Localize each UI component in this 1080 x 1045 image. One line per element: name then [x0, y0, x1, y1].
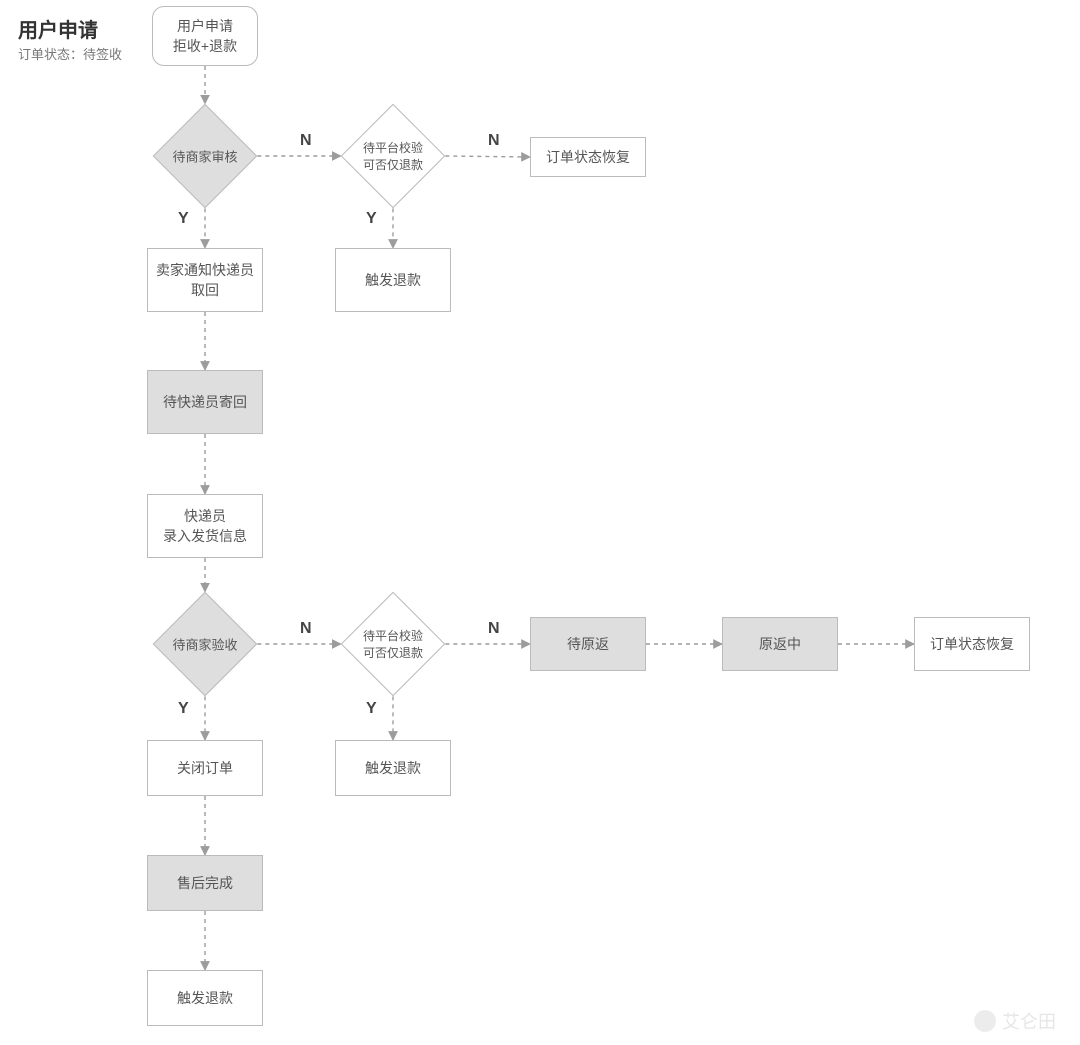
node-label: 用户申请 拒收+退款	[173, 16, 237, 56]
node-label: 原返中	[759, 634, 801, 654]
node-restore2: 订单状态恢复	[914, 617, 1030, 671]
node-label: 待原返	[567, 634, 609, 654]
node-label: 待平台校验 可否仅退款	[343, 627, 443, 661]
node-label: 待平台校验 可否仅退款	[343, 139, 443, 173]
node-label: 触发退款	[365, 270, 421, 290]
edge-label-Y: Y	[366, 700, 377, 718]
node-label: 订单状态恢复	[930, 634, 1014, 654]
edge-label-N: N	[488, 132, 500, 150]
edge-label-N: N	[488, 620, 500, 638]
node-start: 用户申请 拒收+退款	[152, 6, 258, 66]
page-subtitle: 订单状态：待签收	[18, 44, 122, 63]
node-sellerNotify: 卖家通知快递员 取回	[147, 248, 263, 312]
node-afterSale: 售后完成	[147, 855, 263, 911]
node-refund1: 触发退款	[335, 248, 451, 312]
edge-label-Y: Y	[366, 210, 377, 228]
edge-label-Y: Y	[178, 700, 189, 718]
node-d3: 待商家验收	[168, 607, 242, 681]
node-courierEnter: 快递员 录入发货信息	[147, 494, 263, 558]
page-title: 用户申请	[18, 14, 98, 43]
edge-label-Y: Y	[178, 210, 189, 228]
watermark: 艾仑田	[974, 1008, 1056, 1034]
node-restore1: 订单状态恢复	[530, 137, 646, 177]
node-d2: 待平台校验 可否仅退款	[356, 119, 430, 193]
node-label: 快递员 录入发货信息	[163, 506, 247, 546]
node-label: 触发退款	[177, 988, 233, 1008]
node-closeOrder: 关闭订单	[147, 740, 263, 796]
node-label: 待商家审核	[155, 147, 255, 166]
edge	[445, 156, 530, 157]
node-label: 触发退款	[365, 758, 421, 778]
wechat-icon	[974, 1010, 996, 1032]
edge-label-N: N	[300, 132, 312, 150]
node-label: 待快递员寄回	[163, 392, 247, 412]
watermark-text: 艾仑田	[1002, 1008, 1056, 1034]
node-label: 订单状态恢复	[546, 147, 630, 167]
node-label: 待商家验收	[155, 635, 255, 654]
node-label: 卖家通知快递员 取回	[156, 260, 254, 300]
node-label: 关闭订单	[177, 758, 233, 778]
node-refund3: 触发退款	[147, 970, 263, 1026]
node-refund2: 触发退款	[335, 740, 451, 796]
node-waitCourier: 待快递员寄回	[147, 370, 263, 434]
node-d4: 待平台校验 可否仅退款	[356, 607, 430, 681]
node-waitReturn: 待原返	[530, 617, 646, 671]
node-returning: 原返中	[722, 617, 838, 671]
node-label: 售后完成	[177, 873, 233, 893]
edge-label-N: N	[300, 620, 312, 638]
node-d1: 待商家审核	[168, 119, 242, 193]
